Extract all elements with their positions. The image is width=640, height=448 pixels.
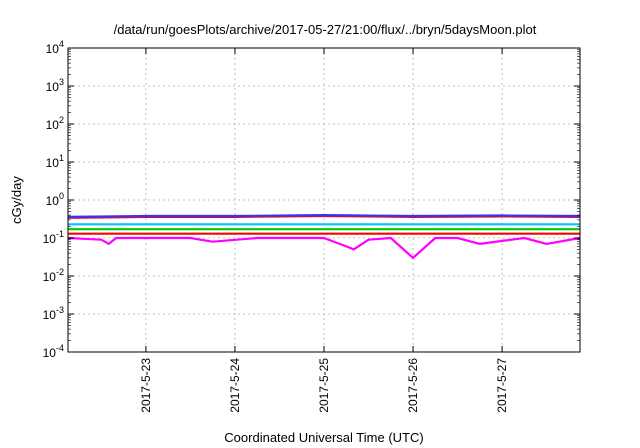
y-tick-label: 10-3: [43, 305, 64, 322]
plot-area: [67, 214, 581, 259]
y-tick-label: 10-4: [43, 343, 64, 360]
x-tick-label: 2017-5-25: [317, 358, 331, 413]
y-tick-label: 103: [46, 77, 64, 94]
y-tick-label: 100: [46, 191, 64, 208]
y-tick-label: 104: [46, 39, 64, 56]
x-tick-label: 2017-5-24: [228, 358, 242, 413]
x-tick-label: 2017-5-23: [139, 358, 153, 413]
ticks: 10-4 10-3 10-2 10-1 100 101 102 103 104 2017-5-23…: [43, 39, 580, 413]
y-tick-label: 102: [46, 115, 64, 132]
x-tick-label: 2017-5-27: [495, 358, 509, 413]
y-tick-label: 10-2: [43, 267, 64, 284]
x-tick-label: 2017-5-26: [406, 358, 420, 413]
grid: [68, 48, 580, 352]
series-line: [67, 236, 581, 259]
y-axis-label: cGy/day: [9, 176, 24, 224]
chart-title: /data/run/goesPlots/archive/2017-05-27/2…: [114, 22, 537, 37]
y-tick-label: 10-1: [43, 229, 64, 246]
y-tick-label: 101: [46, 153, 64, 170]
x-axis-label: Coordinated Universal Time (UTC): [224, 430, 423, 445]
series-line: [67, 214, 581, 218]
